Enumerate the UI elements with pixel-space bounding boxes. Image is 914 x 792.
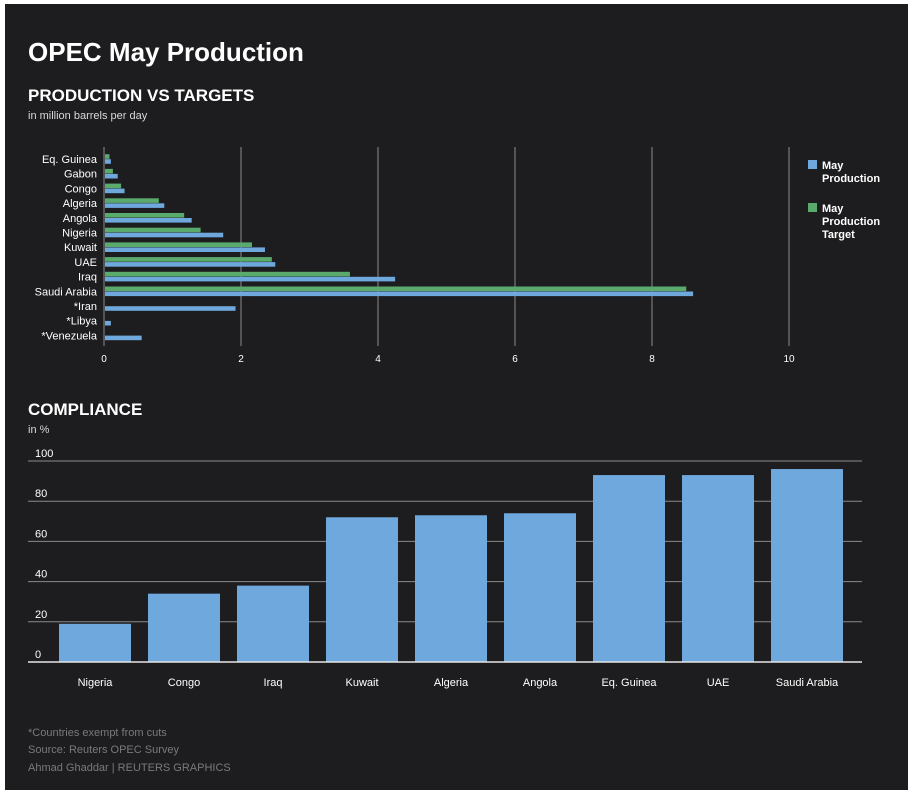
- x-tick-label: 10: [783, 354, 795, 365]
- category-label: UAE: [74, 257, 97, 269]
- production-bar: [105, 232, 224, 238]
- legend-swatch: [808, 203, 817, 212]
- category-label: Saudi Arabia: [776, 677, 839, 689]
- compliance-bar: [593, 475, 665, 662]
- target-bar: [105, 257, 272, 262]
- compliance-chart-subtitle: in %: [28, 424, 50, 436]
- category-label: Nigeria: [78, 677, 114, 689]
- category-label: Saudi Arabia: [35, 286, 98, 298]
- x-tick-label: 8: [649, 354, 655, 365]
- compliance-bar: [504, 513, 576, 662]
- production-bar: [105, 276, 396, 282]
- target-bar: [105, 183, 122, 189]
- production-vs-targets-chart: 0 2 4 6 8 10 Eq. Guinea Gabon Congo Algeria Angola…: [35, 147, 880, 365]
- production-bar: [105, 291, 694, 297]
- target-bar: [105, 154, 110, 159]
- category-label: *Iran: [74, 301, 97, 313]
- production-bar: [105, 203, 165, 208]
- compliance-bar: [682, 475, 754, 662]
- production-bar: [105, 247, 265, 252]
- target-bar: [105, 168, 113, 174]
- target-bar: [105, 271, 350, 277]
- category-label: Iraq: [264, 677, 283, 689]
- category-label: UAE: [707, 677, 730, 689]
- chart-frame: OPEC May Production PRODUCTION VS TARGET…: [5, 4, 908, 790]
- page-title: OPEC May Production: [28, 37, 304, 67]
- target-bar: [105, 286, 687, 292]
- compliance-chart: 0 20 40 60 80 100 Nigeria Congo Iraq Kuwait Algeri…: [28, 448, 862, 689]
- target-bar: [105, 213, 185, 218]
- production-bar: [105, 320, 111, 326]
- x-tick-label: 2: [238, 354, 244, 365]
- category-label: Iraq: [78, 272, 97, 284]
- category-label: Eq. Guinea: [42, 154, 98, 166]
- y-tick-label: 100: [35, 448, 53, 460]
- compliance-bar: [59, 623, 131, 662]
- category-label: Kuwait: [64, 242, 97, 254]
- production-chart-title: PRODUCTION VS TARGETS: [28, 86, 255, 105]
- y-tick-label: 40: [35, 569, 47, 581]
- x-tick-label: 0: [101, 354, 107, 365]
- y-tick-label: 0: [35, 649, 41, 661]
- x-tick-label: 4: [375, 354, 381, 365]
- x-tick-label: 6: [512, 354, 518, 365]
- category-label: Angola: [63, 213, 98, 225]
- production-bar: [105, 173, 118, 179]
- production-bar: [105, 218, 192, 223]
- category-label: Kuwait: [345, 677, 378, 689]
- compliance-bar: [237, 585, 309, 662]
- category-label: *Libya: [66, 316, 97, 328]
- compliance-bar: [326, 517, 398, 662]
- target-bar: [105, 242, 252, 247]
- category-label: Congo: [168, 677, 200, 689]
- production-bar: [105, 262, 276, 267]
- target-bar: [105, 227, 201, 233]
- source-note: Source: Reuters OPEC Survey: [28, 744, 180, 756]
- production-bar: [105, 188, 125, 194]
- compliance-bar: [415, 515, 487, 662]
- category-label: Eq. Guinea: [601, 677, 657, 689]
- category-label: Algeria: [434, 677, 469, 689]
- production-chart-subtitle: in million barrels per day: [28, 110, 148, 122]
- category-label: Gabon: [64, 169, 97, 181]
- category-label: *Venezuela: [41, 330, 98, 342]
- legend-label: May Production Target: [822, 203, 880, 241]
- category-label: Nigeria: [62, 228, 98, 240]
- credit-note: Ahmad Ghaddar | REUTERS GRAPHICS: [28, 762, 231, 774]
- compliance-bar: [771, 469, 843, 662]
- y-tick-label: 20: [35, 609, 47, 621]
- production-bar: [105, 335, 142, 341]
- category-label: Algeria: [63, 198, 98, 210]
- production-bar: [105, 159, 111, 164]
- compliance-chart-title: COMPLIANCE: [28, 400, 143, 419]
- legend-swatch: [808, 160, 817, 169]
- legend-label: May Production: [822, 160, 880, 185]
- production-bar: [105, 306, 236, 311]
- category-label: Angola: [523, 677, 558, 689]
- compliance-bar: [148, 593, 220, 662]
- footnote: *Countries exempt from cuts: [28, 727, 167, 739]
- category-label: Congo: [65, 183, 97, 195]
- y-tick-label: 80: [35, 488, 47, 500]
- y-tick-label: 60: [35, 528, 47, 540]
- target-bar: [105, 198, 159, 203]
